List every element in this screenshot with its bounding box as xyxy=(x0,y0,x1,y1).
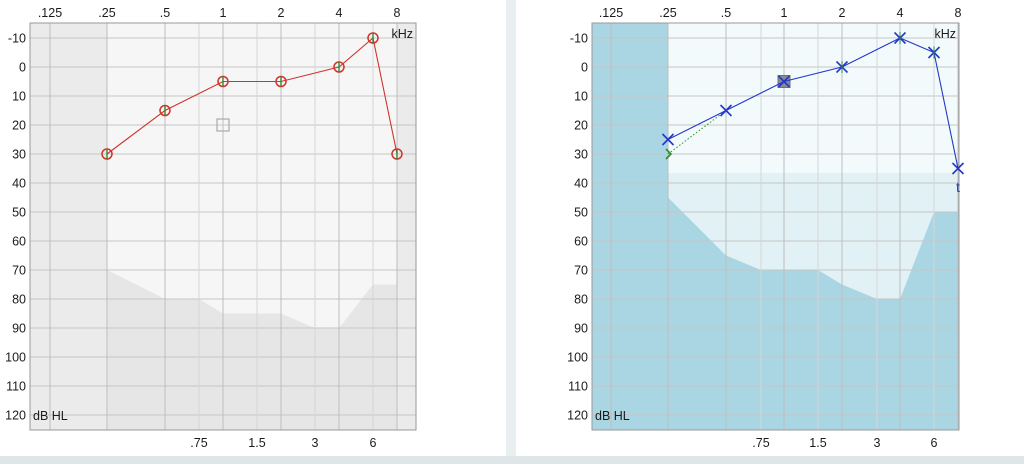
y-tick-label: 30 xyxy=(12,148,26,162)
y-tick-label: 80 xyxy=(574,293,588,307)
bottom-freq-label: 6 xyxy=(370,436,377,450)
threshold-marker-x[interactable] xyxy=(835,60,849,74)
threshold-marker-circle[interactable] xyxy=(217,75,229,88)
y-tick-label: 60 xyxy=(12,235,26,249)
top-freq-label: 8 xyxy=(394,6,401,20)
x-marker-stroke xyxy=(719,104,733,117)
threshold-marker-circle[interactable] xyxy=(159,104,171,117)
y-tick-label: 10 xyxy=(12,90,26,104)
y-tick-label: 70 xyxy=(574,264,588,278)
bone-conduction-marker[interactable] xyxy=(665,148,673,160)
y-tick-label: 70 xyxy=(12,264,26,278)
y-tick-label: 10 xyxy=(574,90,588,104)
y-tick-label: 50 xyxy=(574,206,588,220)
top-freq-label: .5 xyxy=(721,6,731,20)
y-tick-label: 90 xyxy=(574,322,588,336)
bottom-scrollbar-area xyxy=(0,456,1024,464)
right-audiogram-panel: .125 .25 .5 1 2 4 8 .75 1.5 3 6 -10 0 10 20 30 40 50 60 70 8… xyxy=(516,0,1024,456)
left-audiogram-panel: .125 .25 .5 1 2 4 8 .75 1.5 3 6 -10 0 10 20 30 40 50 60 70 8… xyxy=(0,0,506,456)
threshold-marker-x[interactable] xyxy=(951,162,965,175)
y-tick-label: -10 xyxy=(570,32,588,46)
top-freq-label: 2 xyxy=(278,6,285,20)
y-tick-label: 90 xyxy=(12,322,26,336)
y-tick-label: 120 xyxy=(5,409,26,423)
top-freq-label: .25 xyxy=(659,6,676,20)
plot-highlight xyxy=(668,23,958,173)
tactile-marker: t xyxy=(956,179,960,195)
no-response-shading xyxy=(107,270,397,430)
y-unit-label: dB HL xyxy=(595,409,630,423)
top-freq-label: .125 xyxy=(599,6,623,20)
threshold-marker-x[interactable] xyxy=(777,75,791,88)
y-tick-label: 60 xyxy=(574,235,588,249)
top-freq-label: 8 xyxy=(955,6,962,20)
threshold-marker-circle[interactable] xyxy=(333,61,345,73)
y-tick-label: 20 xyxy=(12,119,26,133)
y-tick-label: 20 xyxy=(574,119,588,133)
x-unit-label: kHz xyxy=(391,27,413,41)
y-tick-label: -10 xyxy=(8,32,26,46)
threshold-marker-x[interactable] xyxy=(927,46,941,59)
top-freq-label: 1 xyxy=(220,6,227,20)
threshold-marker-circle[interactable] xyxy=(101,148,113,160)
y-tick-label: 80 xyxy=(12,293,26,307)
threshold-marker-circle[interactable] xyxy=(391,148,403,160)
bone-conduction-line xyxy=(667,110,727,155)
masked-bone-marker[interactable] xyxy=(216,118,230,132)
x-marker-stroke xyxy=(777,75,791,88)
bottom-freq-label: .75 xyxy=(190,436,207,450)
y-tick-label: 30 xyxy=(574,148,588,162)
y-tick-label: 0 xyxy=(19,61,26,75)
y-tick-label: 100 xyxy=(567,351,588,365)
x-marker-stroke xyxy=(951,162,965,175)
bottom-freq-label: .75 xyxy=(752,436,769,450)
y-tick-label: 40 xyxy=(12,177,26,191)
left-ear-audiogram[interactable]: .125 .25 .5 1 2 4 8 .75 1.5 3 6 -10 0 10 20 30 40 50 60 70 8… xyxy=(516,0,1024,456)
top-freq-label: .25 xyxy=(98,6,115,20)
top-freq-label: .125 xyxy=(38,6,62,20)
threshold-marker-circle[interactable] xyxy=(367,32,379,44)
y-tick-label: 0 xyxy=(581,61,588,75)
bottom-freq-label: 3 xyxy=(312,436,319,450)
bottom-freq-label: 3 xyxy=(874,436,881,450)
y-tick-label: 110 xyxy=(6,380,26,394)
low-freq-region xyxy=(30,23,107,430)
y-tick-label: 100 xyxy=(5,351,26,365)
top-freq-label: 2 xyxy=(839,6,846,20)
x-unit-label: kHz xyxy=(934,27,956,41)
y-tick-label: 110 xyxy=(568,380,588,394)
high-freq-region xyxy=(397,23,416,430)
threshold-marker-x[interactable] xyxy=(661,133,675,146)
y-tick-label: 40 xyxy=(574,177,588,191)
x-marker-stroke xyxy=(661,133,675,146)
top-freq-label: 4 xyxy=(336,6,343,20)
y-tick-label: 50 xyxy=(12,206,26,220)
top-freq-label: .5 xyxy=(160,6,170,20)
bottom-freq-label: 1.5 xyxy=(248,436,265,450)
threshold-marker-x[interactable] xyxy=(719,104,733,117)
threshold-marker-circle[interactable] xyxy=(275,75,287,88)
top-freq-label: 4 xyxy=(897,6,904,20)
threshold-marker-x[interactable] xyxy=(893,31,907,45)
top-freq-label: 1 xyxy=(781,6,788,20)
y-tick-label: 120 xyxy=(567,409,588,423)
bottom-freq-label: 1.5 xyxy=(809,436,826,450)
bottom-freq-label: 6 xyxy=(931,436,938,450)
right-ear-audiogram[interactable]: .125 .25 .5 1 2 4 8 .75 1.5 3 6 -10 0 10 20 30 40 50 60 70 8… xyxy=(0,0,506,456)
plot-border xyxy=(591,22,960,431)
plot-border xyxy=(29,22,417,431)
y-unit-label: dB HL xyxy=(33,409,68,423)
